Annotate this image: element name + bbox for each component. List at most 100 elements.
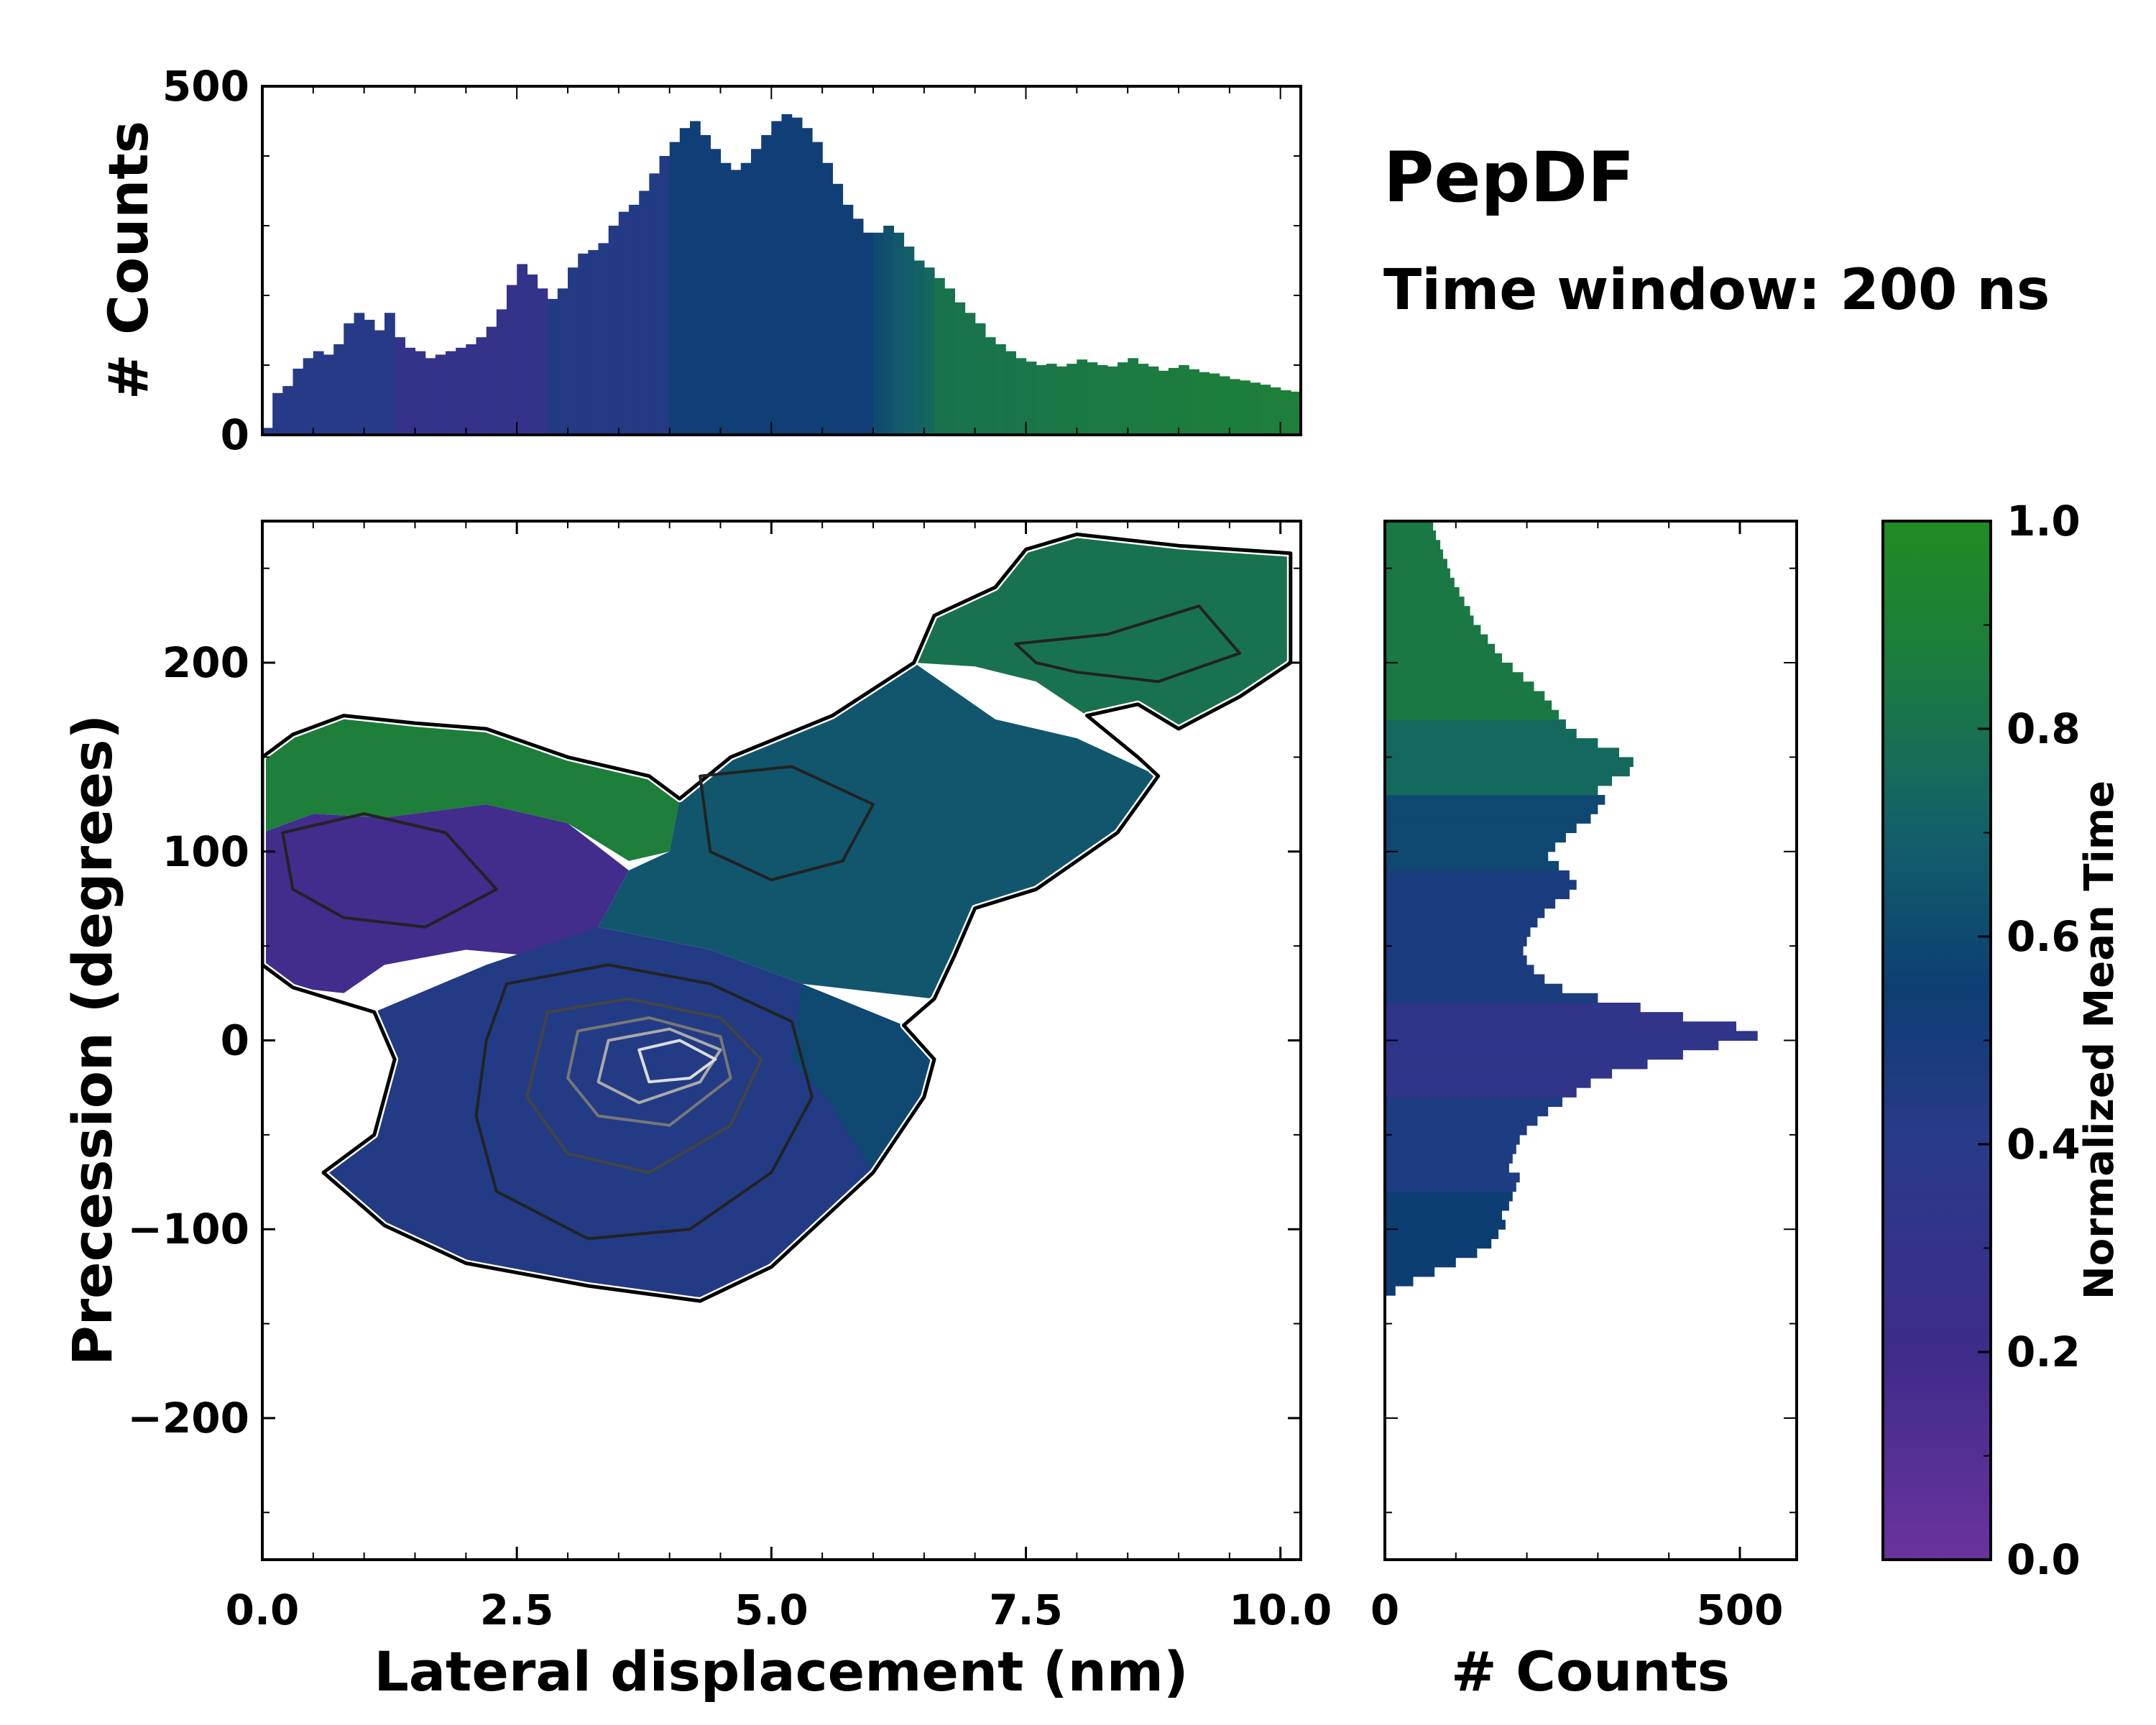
top-histogram-bar bbox=[862, 232, 874, 435]
colorbar-tick-label: 0.0 bbox=[2007, 1535, 2081, 1584]
top-histogram-bar bbox=[1403, 380, 1414, 435]
right-histogram-bar bbox=[1385, 1266, 1435, 1277]
top-histogram-bar bbox=[1332, 397, 1342, 435]
region-lower-blue bbox=[323, 926, 934, 1302]
top-histogram-bar bbox=[282, 386, 294, 435]
top-histogram-bar bbox=[1209, 373, 1220, 435]
top-histogram-bar bbox=[842, 204, 854, 435]
right-histogram-bar bbox=[1385, 889, 1570, 899]
right-histogram-bar bbox=[1385, 908, 1545, 919]
right-histogram-bar bbox=[1385, 1012, 1683, 1022]
x-tick-label: 2.5 bbox=[480, 1586, 554, 1634]
right-histogram-bar bbox=[1385, 776, 1613, 786]
right-histogram-bar bbox=[1385, 748, 1619, 758]
top-histogram-bar bbox=[751, 149, 762, 435]
top-histogram-bar bbox=[1036, 365, 1047, 435]
top-histogram-bar bbox=[1342, 397, 1353, 435]
right-histogram-bar bbox=[1385, 625, 1481, 635]
top-histogram-bar bbox=[456, 347, 466, 435]
top-histogram-bar bbox=[1097, 365, 1108, 435]
top-histogram-bar bbox=[415, 351, 426, 435]
right-histogram-bar bbox=[1385, 946, 1524, 956]
right-histogram-bar bbox=[1385, 464, 1414, 474]
top-histogram-bar bbox=[740, 162, 752, 435]
right-histogram-bar bbox=[1385, 634, 1488, 645]
top-histogram-bar bbox=[1260, 385, 1271, 435]
top-histogram-bar bbox=[1290, 391, 1301, 435]
chart-title: PepDF bbox=[1383, 137, 1634, 218]
right-histogram-bar bbox=[1385, 757, 1634, 768]
top-histogram-bar bbox=[1240, 380, 1250, 435]
top-histogram-bar bbox=[964, 313, 976, 435]
right-histogram-bar bbox=[1385, 502, 1427, 512]
top-histogram-bar bbox=[1046, 364, 1057, 435]
right-histogram-bar bbox=[1385, 568, 1450, 579]
right-histogram-bar bbox=[1385, 719, 1566, 730]
top-histogram-bar bbox=[588, 249, 599, 435]
right-histogram-bar bbox=[1385, 814, 1591, 824]
top-histogram-bar bbox=[1087, 362, 1098, 435]
top-histogram-bar bbox=[344, 323, 355, 435]
top-histogram-bar bbox=[364, 319, 375, 435]
y-tick-label: 200 bbox=[162, 638, 249, 687]
right-histogram-bar bbox=[1385, 795, 1606, 805]
x-tick-label: 7.5 bbox=[989, 1586, 1063, 1634]
top-histogram-bar bbox=[384, 313, 395, 435]
right-histogram-bar bbox=[1385, 558, 1447, 569]
top-histogram-bar bbox=[1250, 382, 1261, 435]
top-histogram-bar bbox=[771, 121, 783, 435]
contour-level-4 bbox=[566, 1016, 732, 1127]
top-histogram-bar bbox=[1433, 386, 1444, 435]
right-histogram-bar bbox=[1385, 691, 1545, 702]
right-histogram-bar bbox=[1385, 823, 1577, 834]
top-histogram-bar bbox=[333, 344, 344, 435]
main-plot-regions bbox=[262, 534, 1291, 1302]
right-histogram-bar bbox=[1385, 1200, 1509, 1211]
top-histogram-bar bbox=[659, 156, 671, 435]
top-histogram-bar bbox=[985, 337, 996, 435]
right-histogram-bar bbox=[1385, 587, 1460, 597]
top-histogram-bar bbox=[710, 149, 722, 435]
top-histogram-bar bbox=[873, 232, 884, 435]
top-histogram-bar bbox=[944, 288, 955, 435]
top-histogram-bar bbox=[1118, 362, 1128, 435]
top-histogram-bar bbox=[1393, 383, 1404, 435]
right-histogram-bar bbox=[1385, 700, 1552, 711]
top-histogram-bar bbox=[883, 226, 894, 435]
top-histogram-bars bbox=[262, 114, 1475, 435]
top-histogram-bar bbox=[1148, 366, 1159, 435]
top-histogram-bar bbox=[1464, 411, 1475, 435]
top-histogram-bar bbox=[303, 358, 314, 435]
top-histogram-bar bbox=[1423, 382, 1434, 435]
y-tick-label: −100 bbox=[127, 1205, 249, 1254]
colorbar-tick-label: 0.8 bbox=[2007, 704, 2081, 753]
top-histogram-bar bbox=[649, 173, 660, 435]
right-histogram-bar bbox=[1385, 1163, 1509, 1173]
contour-level-2 bbox=[281, 812, 498, 929]
top-histogram-bar bbox=[679, 128, 691, 435]
right-histogram-ticks: 0 500 bbox=[1370, 521, 1797, 1634]
top-histogram-bar bbox=[476, 337, 487, 435]
top-histogram-bar bbox=[720, 162, 732, 435]
right-histogram-bar bbox=[1385, 643, 1496, 654]
right-histogram-bar bbox=[1385, 1134, 1520, 1145]
right-histogram-bar bbox=[1385, 1021, 1736, 1031]
top-histogram-bar bbox=[1413, 379, 1424, 435]
top-histogram-bar bbox=[1199, 372, 1210, 435]
contour-level-2 bbox=[1014, 604, 1241, 684]
top-histogram-frame bbox=[261, 85, 1302, 436]
top-histogram-bar bbox=[1362, 392, 1373, 435]
right-histogram-bar bbox=[1385, 832, 1566, 843]
colorbar-label: Normalized Mean Time bbox=[2076, 781, 2123, 1300]
right-histogram-bar bbox=[1385, 804, 1598, 814]
right-histogram-bar bbox=[1385, 880, 1577, 890]
right-histogram-bar bbox=[1385, 870, 1570, 880]
top-histogram-bar bbox=[323, 354, 334, 435]
top-histogram-bar bbox=[1301, 393, 1312, 435]
right-histogram-bar bbox=[1385, 1031, 1758, 1041]
top-histogram-bar bbox=[1372, 389, 1383, 435]
right-histogram-bar bbox=[1385, 540, 1441, 550]
top-histogram-bar bbox=[1280, 390, 1291, 435]
right-histogram-bar bbox=[1385, 474, 1417, 484]
top-histogram-bar bbox=[781, 114, 793, 435]
